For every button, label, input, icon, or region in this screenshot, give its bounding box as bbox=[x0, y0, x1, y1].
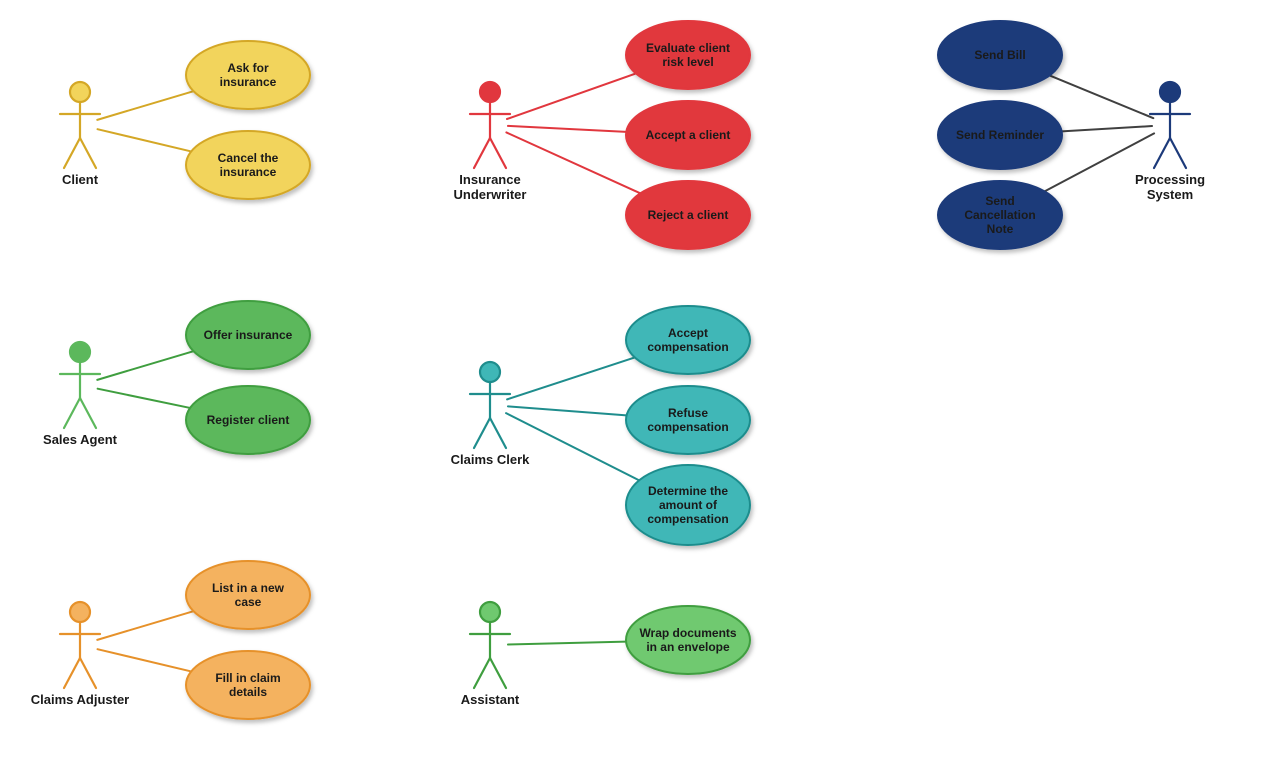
actor-head-icon bbox=[1160, 82, 1180, 102]
actor-label: InsuranceUnderwriter bbox=[454, 172, 527, 202]
actor-label: ProcessingSystem bbox=[1135, 172, 1205, 202]
usecase-label: Accept a client bbox=[646, 128, 731, 142]
usecase-wrap-documents-in-envelope: Wrap documentsin an envelope bbox=[626, 606, 750, 674]
usecase-accept-compensation: Acceptcompensation bbox=[626, 306, 750, 374]
actor-leg-left-icon bbox=[474, 418, 490, 448]
usecase-label: Send Reminder bbox=[956, 128, 1044, 142]
actor-processing-system: ProcessingSystem bbox=[1135, 82, 1205, 202]
usecase-evaluate-client-risk-level: Evaluate clientrisk level bbox=[626, 21, 750, 89]
association-line bbox=[97, 351, 193, 380]
use-case-diagram: Ask forinsurance Cancel theinsurance Evalu… bbox=[0, 0, 1261, 768]
actor-head-icon bbox=[480, 362, 500, 382]
association-line bbox=[508, 126, 626, 132]
usecase-refuse-compensation: Refusecompensation bbox=[626, 386, 750, 454]
association-line bbox=[98, 389, 190, 408]
actor-label: Assistant bbox=[461, 692, 520, 707]
actor-claims-clerk: Claims Clerk bbox=[451, 362, 531, 467]
actor-label: Claims Clerk bbox=[451, 452, 531, 467]
association-line bbox=[1050, 75, 1154, 118]
usecase-label: Wrap documentsin an envelope bbox=[639, 626, 736, 654]
actor-leg-left-icon bbox=[64, 658, 80, 688]
association-line bbox=[1062, 126, 1152, 131]
actor-claims-adjuster: Claims Adjuster bbox=[31, 602, 130, 707]
usecase-label: Ask forinsurance bbox=[220, 61, 277, 89]
usecase-reject-a-client: Reject a client bbox=[626, 181, 750, 249]
actor-leg-right-icon bbox=[490, 138, 506, 168]
actor-label: Client bbox=[62, 172, 99, 187]
association-line bbox=[97, 611, 193, 640]
actor-leg-left-icon bbox=[1154, 138, 1170, 168]
association-line bbox=[508, 642, 626, 645]
actor-leg-left-icon bbox=[474, 138, 490, 168]
actor-head-icon bbox=[480, 602, 500, 622]
actor-leg-left-icon bbox=[64, 398, 80, 428]
actor-leg-right-icon bbox=[80, 398, 96, 428]
actor-head-icon bbox=[70, 82, 90, 102]
association-line bbox=[98, 129, 192, 151]
actor-leg-left-icon bbox=[474, 658, 490, 688]
association-line bbox=[506, 132, 640, 193]
actor-leg-right-icon bbox=[1170, 138, 1186, 168]
actor-leg-left-icon bbox=[64, 138, 80, 168]
usecase-register-client: Register client bbox=[186, 386, 310, 454]
usecase-label: Reject a client bbox=[648, 208, 729, 222]
actor-head-icon bbox=[70, 342, 90, 362]
usecase-fill-in-claim-details: Fill in claimdetails bbox=[186, 651, 310, 719]
actor-leg-right-icon bbox=[80, 658, 96, 688]
actor-label: Sales Agent bbox=[43, 432, 118, 447]
association-line bbox=[507, 357, 635, 399]
actor-insurance-underwriter: InsuranceUnderwriter bbox=[454, 82, 527, 202]
usecase-list-in-a-new-case: List in a newcase bbox=[186, 561, 310, 629]
usecase-accept-a-client: Accept a client bbox=[626, 101, 750, 169]
usecase-send-reminder: Send Reminder bbox=[938, 101, 1062, 169]
usecase-ask-for-insurance: Ask forinsurance bbox=[186, 41, 310, 109]
usecase-send-bill: Send Bill bbox=[938, 21, 1062, 89]
usecase-send-cancellation-note: SendCancellationNote bbox=[938, 181, 1062, 249]
association-line bbox=[506, 413, 639, 480]
actor-head-icon bbox=[480, 82, 500, 102]
usecase-determine-amount-of-compensation: Determine theamount ofcompensation bbox=[626, 465, 750, 545]
actor-leg-right-icon bbox=[490, 418, 506, 448]
actor-leg-right-icon bbox=[490, 658, 506, 688]
usecase-label: Register client bbox=[207, 413, 290, 427]
association-line bbox=[98, 649, 192, 671]
association-line bbox=[508, 406, 627, 415]
usecase-cancel-the-insurance: Cancel theinsurance bbox=[186, 131, 310, 199]
actor-head-icon bbox=[70, 602, 90, 622]
actor-sales-agent: Sales Agent bbox=[43, 342, 118, 447]
association-line bbox=[97, 91, 193, 120]
actor-assistant: Assistant bbox=[461, 602, 520, 707]
usecase-label: Determine theamount ofcompensation bbox=[647, 484, 728, 526]
actor-client: Client bbox=[60, 82, 100, 187]
usecase-label: Offer insurance bbox=[204, 328, 293, 342]
association-line bbox=[507, 73, 636, 119]
usecase-offer-insurance: Offer insurance bbox=[186, 301, 310, 369]
nodes-layer: Ask forinsurance Cancel theinsurance Evalu… bbox=[186, 21, 1062, 719]
actor-label: Claims Adjuster bbox=[31, 692, 130, 707]
usecase-label: Cancel theinsurance bbox=[218, 151, 279, 179]
actor-leg-right-icon bbox=[80, 138, 96, 168]
usecase-label: Send Bill bbox=[974, 48, 1025, 62]
